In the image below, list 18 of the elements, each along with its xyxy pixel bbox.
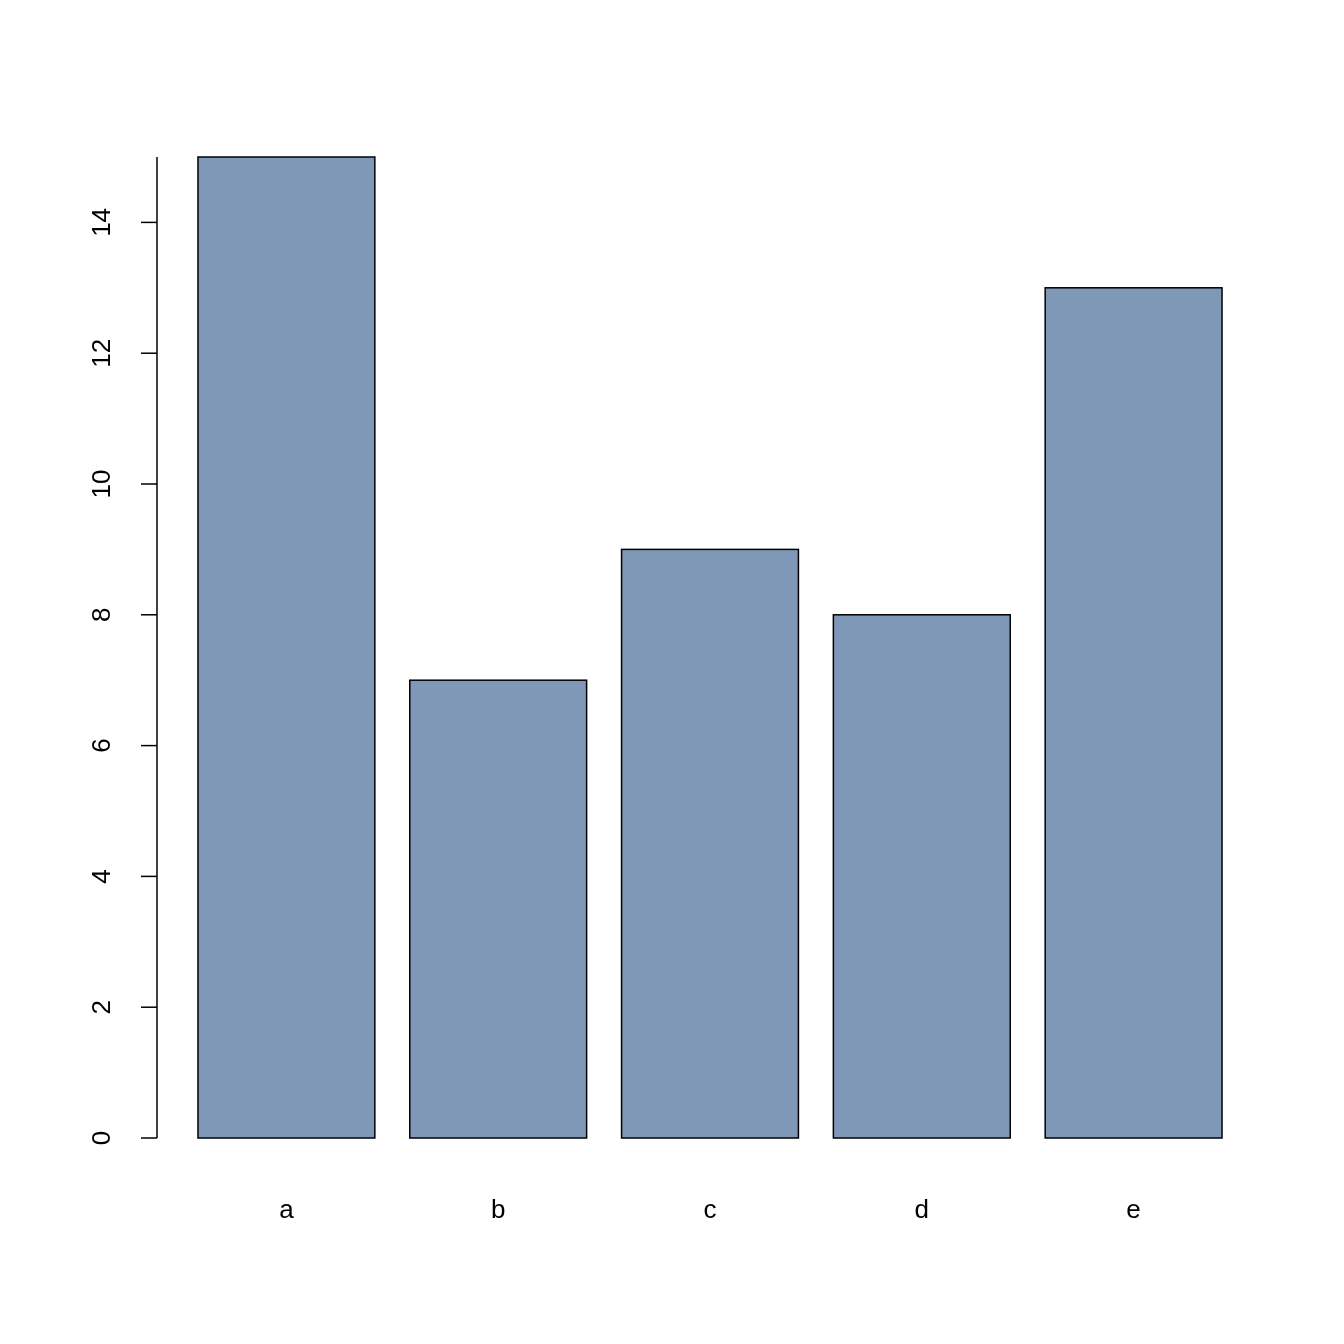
bar	[409, 679, 588, 1139]
bar	[197, 156, 376, 1139]
bar	[832, 614, 1011, 1139]
y-tick-label: 2	[86, 999, 116, 1015]
x-tick-label: c	[703, 1194, 717, 1224]
bar	[1044, 287, 1223, 1139]
y-tick-label: 8	[86, 607, 116, 623]
y-tick-label: 6	[86, 738, 116, 753]
x-tick-label: e	[1126, 1194, 1141, 1224]
x-tick-label: d	[914, 1194, 930, 1224]
y-tick-label: 4	[86, 869, 116, 884]
x-tick-label: b	[490, 1194, 506, 1224]
x-tick-label: a	[279, 1194, 295, 1224]
y-tick-label: 12	[86, 338, 116, 368]
y-tick-label: 14	[86, 207, 116, 237]
bar	[620, 548, 800, 1139]
y-tick-label: 0	[86, 1130, 116, 1146]
y-tick-label: 10	[86, 469, 116, 499]
